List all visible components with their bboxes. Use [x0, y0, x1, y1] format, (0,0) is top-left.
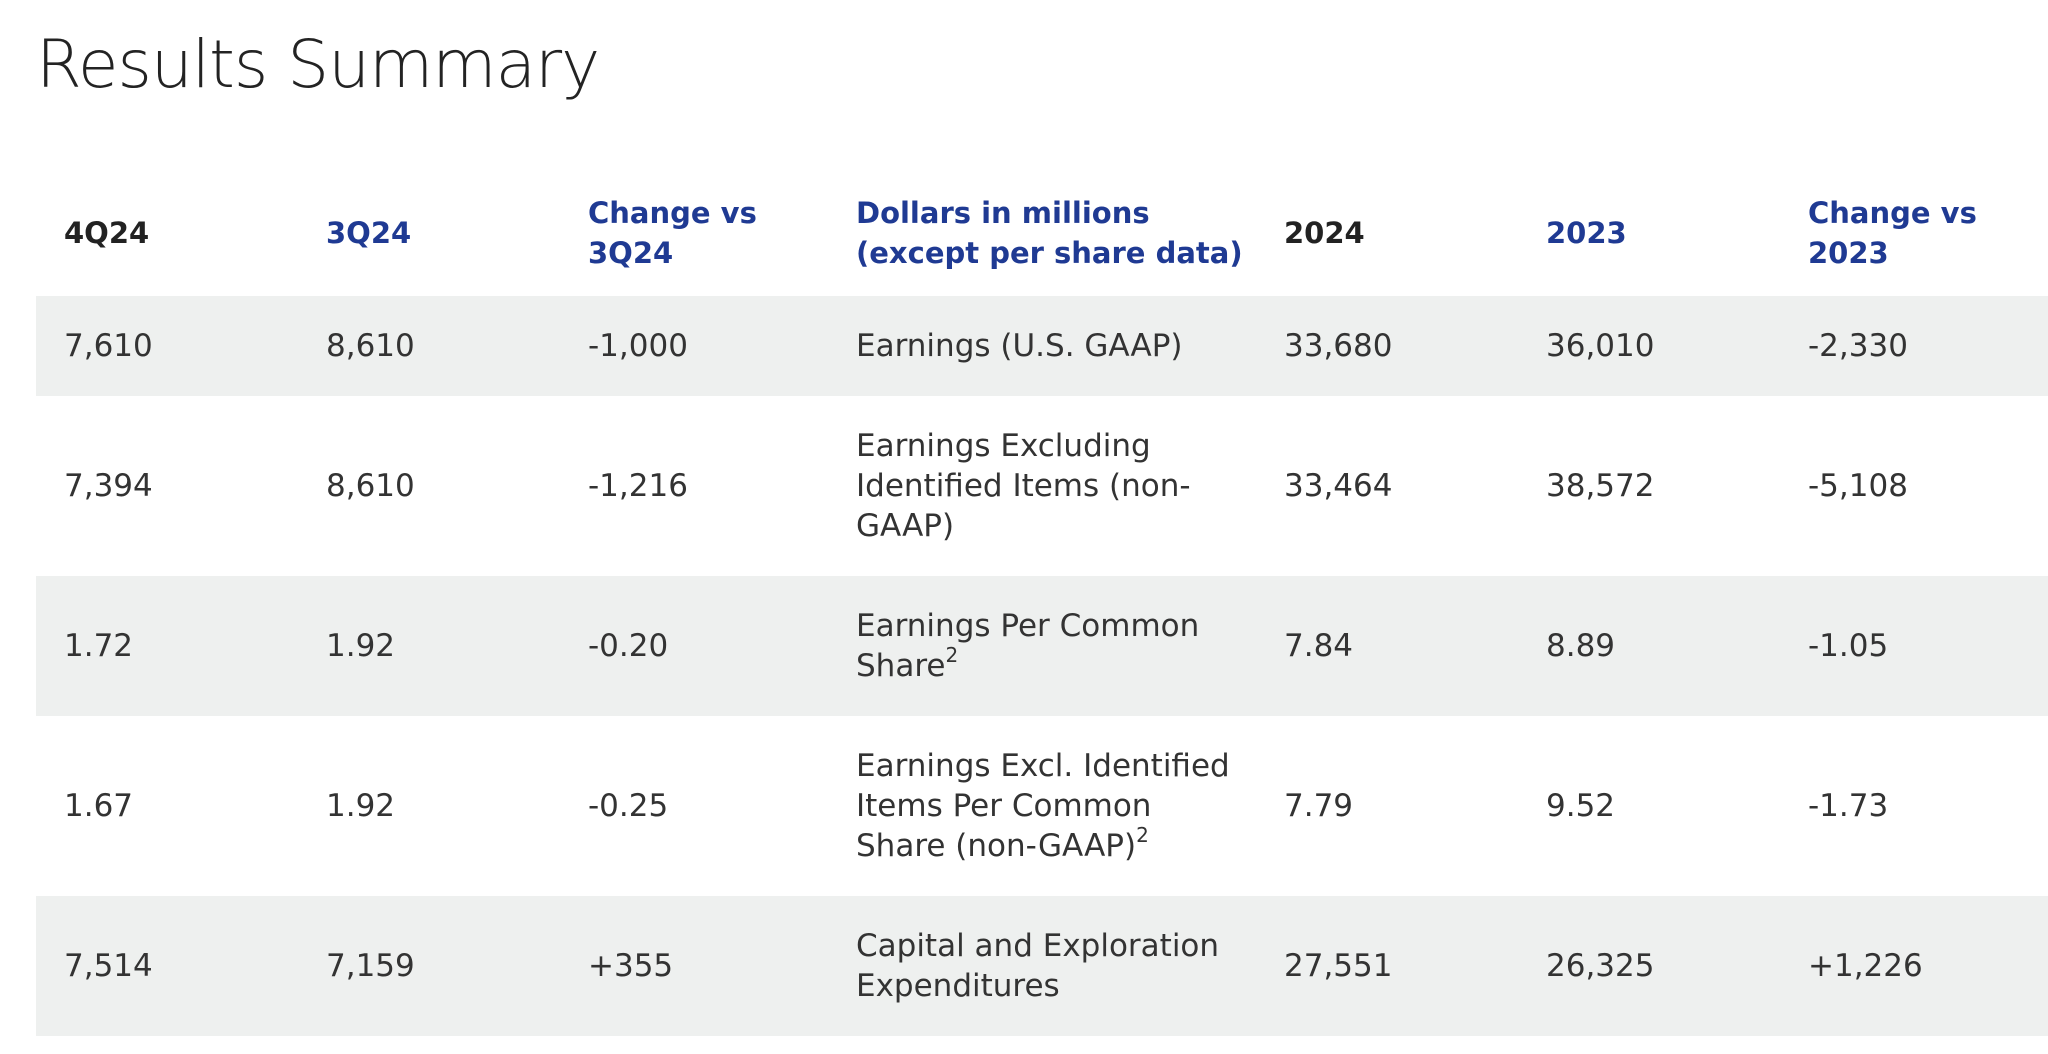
cell-4q24: 1.67 [64, 788, 134, 824]
row-label-text: Capital and Exploration Expenditures [856, 928, 1220, 1004]
row-label-text: Earnings Excluding Identified Items (non… [856, 428, 1191, 544]
cell-change-vs-3q24: -1,216 [588, 468, 688, 504]
footnote-marker: 2 [945, 643, 959, 667]
cell-3q24: 8,610 [326, 468, 415, 504]
table-row: 7,610 8,610 -1,000 Earnings (U.S. GAAP) … [36, 296, 2048, 396]
col-header-2023: 2023 [1546, 216, 1627, 250]
cell-change-vs-3q24: -0.25 [588, 788, 669, 824]
cell-change-vs-2023: -5,108 [1808, 468, 1908, 504]
cell-3q24: 8,610 [298, 296, 560, 396]
cell-4q24: 1.72 [36, 576, 298, 716]
col-header-4q24: 4Q24 [64, 216, 150, 250]
cell-3q24: 1.92 [298, 576, 560, 716]
row-label: Earnings Per Common Share2 [828, 576, 1256, 716]
cell-3q24: 7,159 [298, 896, 560, 1036]
col-header-change-vs-2023: Change vs 2023 [1808, 196, 1977, 270]
row-label: Earnings Excluding Identified Items (non… [828, 396, 1256, 576]
cell-2023: 26,325 [1518, 896, 1780, 1036]
cell-2024: 27,551 [1256, 896, 1518, 1036]
table-row: 1.67 1.92 -0.25 Earnings Excl. Identifie… [36, 716, 2048, 896]
cell-2023: 38,572 [1546, 468, 1655, 504]
cell-change-vs-3q24: -1,000 [560, 296, 828, 396]
cell-4q24: 7,514 [36, 896, 298, 1036]
cell-change-vs-2023: -1.05 [1780, 576, 2048, 716]
col-header-3q24: 3Q24 [326, 216, 412, 250]
cell-3q24: 1.92 [326, 788, 396, 824]
cell-change-vs-3q24: -0.20 [560, 576, 828, 716]
table-row: 7,394 8,610 -1,216 Earnings Excluding Id… [36, 396, 2048, 576]
cell-4q24: 7,610 [36, 296, 298, 396]
cell-change-vs-2023: -1.73 [1808, 788, 1889, 824]
cell-2024: 7.84 [1256, 576, 1518, 716]
cell-change-vs-2023: +1,226 [1780, 896, 2048, 1036]
cell-2024: 33,464 [1284, 468, 1393, 504]
page-title: Results Summary [36, 26, 600, 103]
cell-change-vs-2023: -2,330 [1780, 296, 2048, 396]
cell-2023: 8.89 [1518, 576, 1780, 716]
footnote-marker: 2 [1136, 823, 1149, 847]
cell-2024: 33,680 [1256, 296, 1518, 396]
row-label-text: Earnings (U.S. GAAP) [856, 328, 1183, 364]
row-label-text: Earnings Per Common Share [856, 608, 1200, 684]
cell-2023: 36,010 [1518, 296, 1780, 396]
cell-2024: 7.79 [1284, 788, 1354, 824]
col-header-2024: 2024 [1284, 216, 1365, 250]
table-row: 1.72 1.92 -0.20 Earnings Per Common Shar… [36, 576, 2048, 716]
row-label: Earnings (U.S. GAAP) [828, 296, 1256, 396]
header-row: 4Q24 3Q24 Change vs 3Q24 Dollars in mill… [36, 170, 2048, 296]
cell-2023: 9.52 [1546, 788, 1616, 824]
col-header-description: Dollars in millions (except per share da… [856, 196, 1243, 270]
table-row: 7,514 7,159 +355 Capital and Exploration… [36, 896, 2048, 1036]
cell-change-vs-3q24: +355 [560, 896, 828, 1036]
row-label: Capital and Exploration Expenditures [828, 896, 1256, 1036]
row-label: Earnings Excl. Identified Items Per Comm… [828, 716, 1256, 896]
row-label-text: Earnings Excl. Identified Items Per Comm… [856, 748, 1230, 864]
cell-4q24: 7,394 [64, 468, 153, 504]
col-header-change-vs-3q24: Change vs 3Q24 [588, 196, 757, 270]
results-summary-table: 4Q24 3Q24 Change vs 3Q24 Dollars in mill… [36, 170, 2048, 1036]
